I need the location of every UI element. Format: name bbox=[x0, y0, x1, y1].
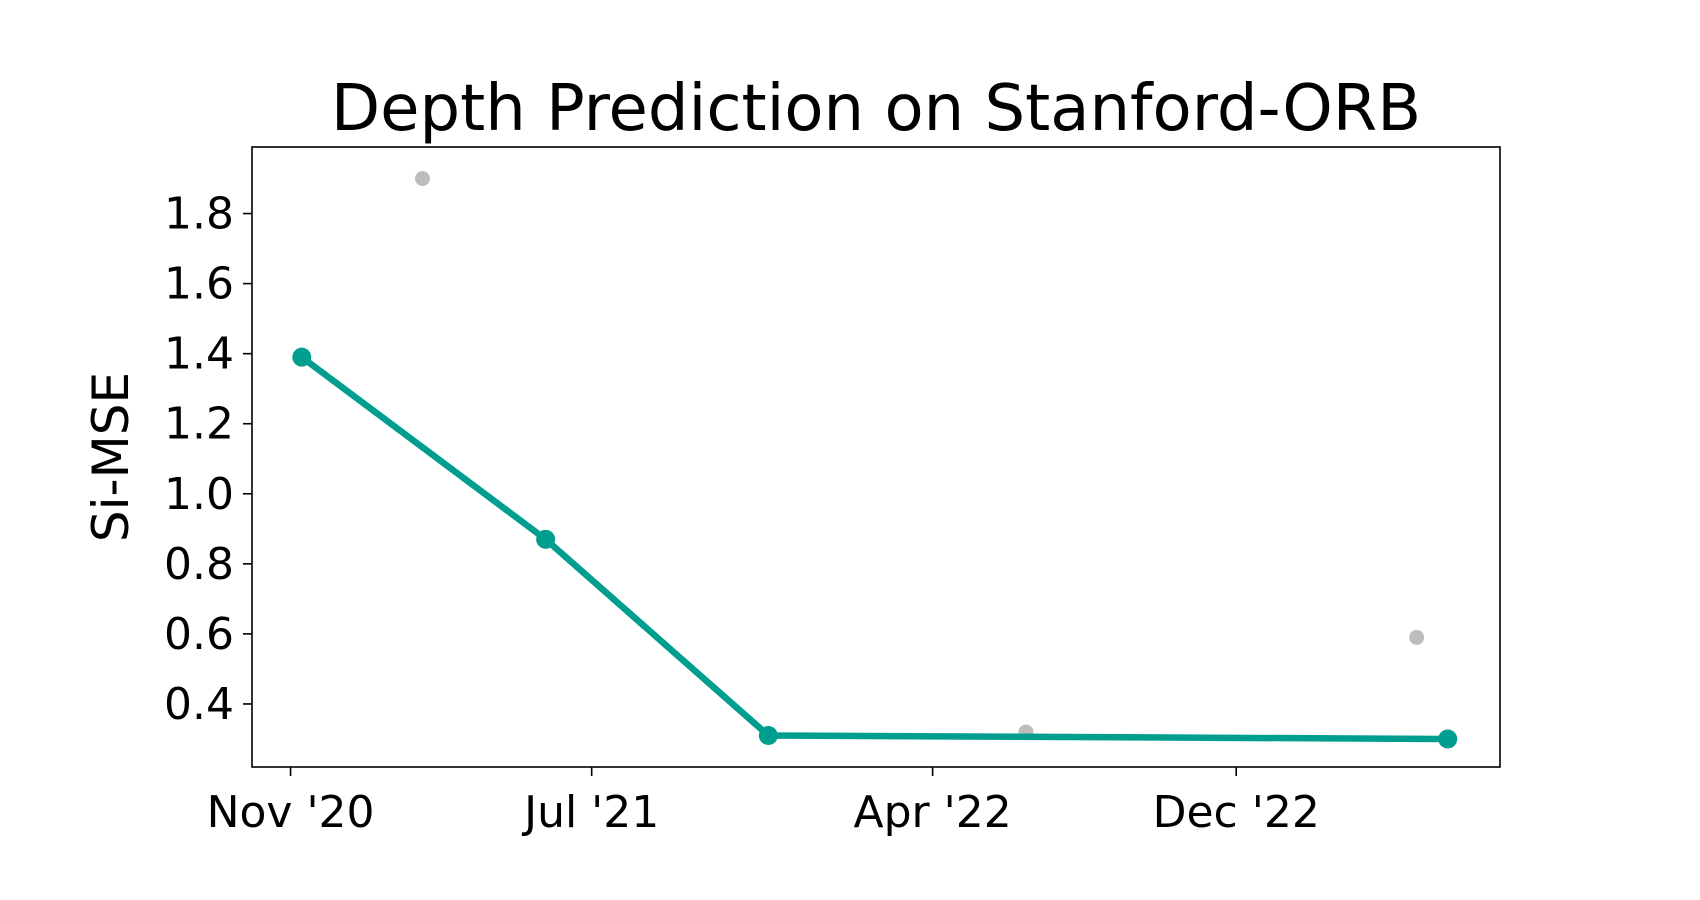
y-tick-label-6: 1.6 bbox=[164, 259, 234, 310]
secondary-series-point-0 bbox=[414, 171, 430, 187]
y-tick-label-0: 0.4 bbox=[164, 679, 234, 730]
chart-title: Depth Prediction on Stanford-ORB bbox=[331, 72, 1421, 146]
x-tick-label-3: Dec '22 bbox=[1153, 787, 1320, 838]
axis-frame bbox=[251, 146, 1501, 768]
secondary-series-point-2 bbox=[1409, 629, 1425, 645]
y-axis-label: Si-MSE bbox=[82, 372, 140, 542]
y-tick-label-2: 0.8 bbox=[164, 539, 234, 590]
primary-series-line bbox=[298, 353, 1451, 743]
y-tick-label-3: 1.0 bbox=[164, 469, 234, 520]
primary-series-point-2 bbox=[758, 725, 778, 745]
x-tick-label-1: Jul '21 bbox=[521, 787, 659, 838]
primary-series-point-1 bbox=[536, 529, 556, 549]
y-tick-label-7: 1.8 bbox=[164, 189, 234, 240]
x-tick-label-2: Apr '22 bbox=[854, 787, 1012, 838]
plot-layer: 0.4 0.6 0.8 1.0 1.2 1.4 1.6 1.8 Nov '20 Jul '21 Ap… bbox=[164, 171, 1458, 838]
primary-series-point-3 bbox=[1438, 729, 1458, 749]
y-tick-label-1: 0.6 bbox=[164, 609, 234, 660]
primary-series-point-0 bbox=[292, 347, 312, 367]
y-tick-label-4: 1.2 bbox=[164, 399, 234, 450]
x-tick-label-0: Nov '20 bbox=[207, 787, 375, 838]
y-tick-label-5: 1.4 bbox=[164, 329, 234, 380]
